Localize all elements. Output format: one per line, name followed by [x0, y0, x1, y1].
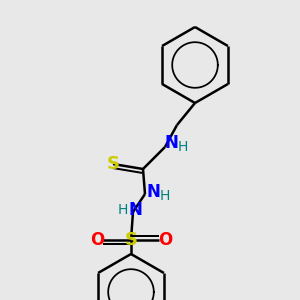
Text: S: S — [124, 231, 137, 249]
Text: N: N — [128, 201, 142, 219]
Text: H: H — [178, 140, 188, 154]
Text: O: O — [90, 231, 104, 249]
Text: S: S — [106, 155, 119, 173]
Text: N: N — [146, 183, 160, 201]
Text: H: H — [160, 189, 170, 203]
Text: H: H — [118, 203, 128, 217]
Text: O: O — [158, 231, 172, 249]
Text: N: N — [164, 134, 178, 152]
